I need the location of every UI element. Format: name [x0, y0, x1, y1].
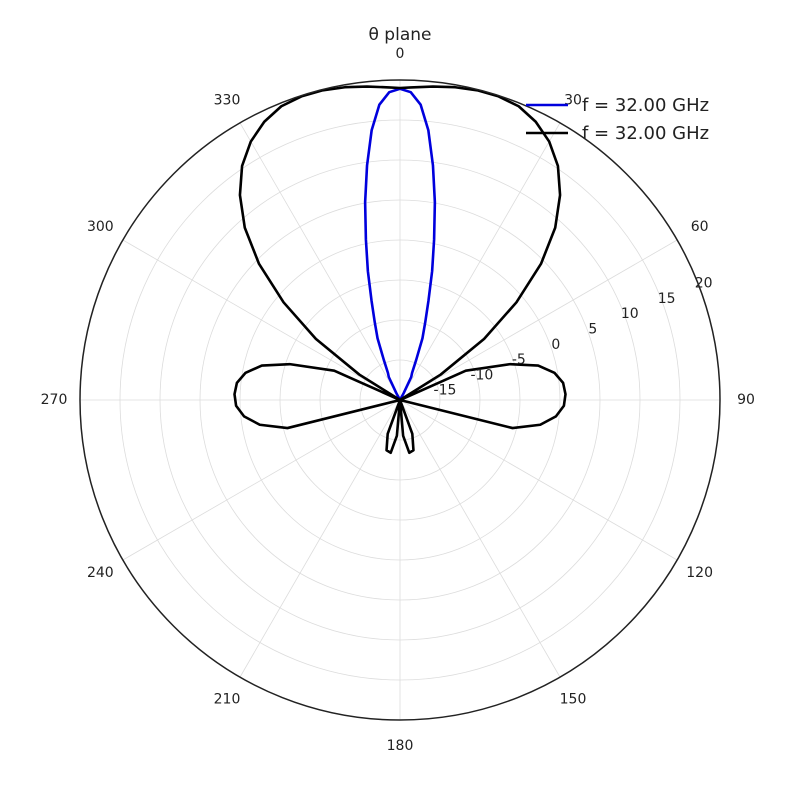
theta-grid-line-8: [122, 399, 401, 561]
theta-tick-label-0: 0: [396, 46, 405, 62]
tick-labels: 0 30 60 90 120 150 180 210 240 270 300 330 -15 -10 -5 0…: [41, 46, 755, 754]
theta-tick-label-11: 330: [214, 92, 241, 108]
r-tick-label-6: 15: [658, 291, 676, 307]
theta-grid-line-1: [399, 122, 561, 401]
legend-label-0: f = 32.00 GHz: [582, 95, 709, 116]
theta-tick-label-9: 270: [41, 392, 68, 408]
series-line-1: [233, 85, 567, 455]
r-tick-label-0: -15: [434, 383, 457, 399]
theta-tick-label-7: 210: [214, 692, 241, 708]
r-tick-label-2: -5: [512, 352, 526, 368]
theta-grid-line-10: [122, 239, 401, 401]
theta-grid-line-11: [239, 122, 401, 401]
r-tick-label-3: 0: [551, 337, 560, 353]
legend: f = 32.00 GHz f = 32.00 GHz: [526, 95, 709, 144]
theta-grid-line-7: [239, 399, 401, 678]
r-tick-label-7: 20: [695, 276, 713, 292]
theta-tick-label-6: 180: [387, 738, 414, 754]
theta-grid-line-4: [399, 399, 678, 561]
chart-title: θ plane: [369, 25, 432, 45]
theta-tick-label-8: 240: [87, 565, 114, 581]
theta-grid-line-2: [399, 239, 678, 401]
r-tick-label-1: -10: [470, 367, 493, 383]
theta-grid-line-5: [399, 399, 561, 678]
theta-tick-label-2: 60: [691, 219, 709, 235]
legend-label-1: f = 32.00 GHz: [582, 123, 709, 144]
theta-tick-label-4: 120: [686, 565, 713, 581]
r-tick-label-4: 5: [588, 321, 597, 337]
polar-frame: [79, 79, 721, 721]
theta-tick-label-5: 150: [560, 692, 587, 708]
series-layer: [233, 85, 567, 455]
theta-tick-label-10: 300: [87, 219, 114, 235]
r-tick-label-5: 10: [621, 306, 639, 322]
theta-tick-label-3: 90: [737, 392, 755, 408]
theta-tick-label-1: 30: [564, 92, 582, 108]
